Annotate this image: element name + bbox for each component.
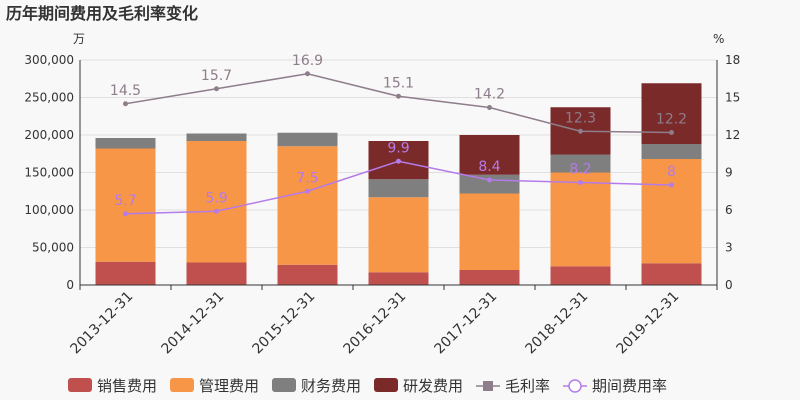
line-point xyxy=(305,71,310,77)
bar-segment xyxy=(641,159,702,264)
left-axis-tick-label: 300,000 xyxy=(24,53,74,67)
line-value-label: 15.7 xyxy=(201,68,232,84)
line-point xyxy=(669,130,674,135)
legend-label: 管理费用 xyxy=(199,377,259,395)
bar-segment xyxy=(368,272,429,285)
bar-segment xyxy=(95,148,156,262)
legend-label: 期间费用率 xyxy=(592,377,667,395)
bar-segment xyxy=(186,133,247,141)
right-axis-tick-label: 6 xyxy=(725,203,733,217)
chart-title: 历年期间费用及毛利率变化 xyxy=(6,4,198,23)
line-value-label: 12.2 xyxy=(656,112,687,128)
bars-layer xyxy=(95,83,702,285)
line-value-label: 14.5 xyxy=(110,83,141,99)
line-point xyxy=(123,101,128,107)
legend-label: 研发费用 xyxy=(403,377,463,395)
line-point xyxy=(123,211,128,217)
line-point xyxy=(578,180,583,185)
bar-segment xyxy=(459,193,520,270)
legend-marker xyxy=(568,379,582,393)
bar-segment xyxy=(641,263,702,285)
left-axis-tick-label: 250,000 xyxy=(24,91,74,105)
bar-segment xyxy=(368,197,429,273)
line-value-label: 8 xyxy=(667,164,676,180)
line-value-label: 8.2 xyxy=(569,162,591,178)
bar-segment xyxy=(459,135,520,175)
x-axis-tick-label: 2017-12-31 xyxy=(431,289,500,358)
lines-layer: 14.5 15.7 16.9 15.1 14.2 12.3 12.2 5.7 5.9 7.5 9.9… xyxy=(110,53,687,217)
line-value-label: 15.1 xyxy=(383,75,414,91)
left-axis-tick-label: 100,000 xyxy=(24,203,74,217)
line-value-label: 7.5 xyxy=(296,170,318,186)
legend-label: 销售费用 xyxy=(97,377,157,395)
legend: 销售费用 管理费用 财务费用 研发费用 毛利率 期间费用率 xyxy=(68,377,667,395)
bar-segment xyxy=(550,172,611,267)
legend-swatch xyxy=(272,378,296,392)
line-value-label: 5.9 xyxy=(205,190,227,206)
right-axis-tick-label: 3 xyxy=(725,241,733,255)
right-axis-tick-label: 18 xyxy=(725,53,740,67)
left-axis-tick-label: 50,000 xyxy=(32,241,74,255)
line-point xyxy=(669,182,674,188)
bar-segment xyxy=(550,266,611,285)
line-point xyxy=(396,158,401,164)
x-axis-tick-label: 2014-12-31 xyxy=(158,289,227,358)
bar-segment xyxy=(550,154,611,173)
bar-segment xyxy=(277,132,338,147)
x-axis-tick-label: 2018-12-31 xyxy=(522,289,591,358)
legend-swatch xyxy=(374,378,398,392)
legend-swatch xyxy=(68,378,92,392)
line-point xyxy=(578,128,583,134)
line-point xyxy=(487,177,492,183)
x-axis-tick-label: 2016-12-31 xyxy=(340,289,409,358)
bar-segment xyxy=(641,144,702,159)
line-point xyxy=(396,93,401,99)
left-axis-tick-label: 200,000 xyxy=(24,128,74,142)
x-axis-tick-label: 2015-12-31 xyxy=(249,289,318,358)
line-value-label: 5.7 xyxy=(114,193,136,209)
line-point xyxy=(214,208,219,214)
line-value-label: 8.4 xyxy=(478,159,500,175)
line-point xyxy=(487,105,492,110)
left-axis-tick-label: 0 xyxy=(66,278,74,292)
x-axis-tick-label: 2019-12-31 xyxy=(613,289,682,358)
line-value-label: 14.2 xyxy=(474,87,505,103)
legend-label: 财务费用 xyxy=(301,377,361,395)
line-point xyxy=(214,86,219,92)
bar-segment xyxy=(368,179,429,198)
bar-segment xyxy=(186,262,247,285)
right-axis-tick-label: 9 xyxy=(725,166,733,180)
bar-segment xyxy=(95,261,156,285)
line-value-label: 9.9 xyxy=(387,140,409,156)
bar-segment xyxy=(459,174,520,194)
bar-segment xyxy=(277,146,338,265)
bar-segment xyxy=(459,270,520,285)
bar-segment xyxy=(186,141,247,263)
left-axis-unit: 万 xyxy=(73,32,85,46)
right-axis-unit: % xyxy=(713,32,724,46)
right-axis-tick-label: 0 xyxy=(725,278,733,292)
bar-segment xyxy=(277,264,338,285)
legend-marker xyxy=(483,381,493,391)
left-axis-tick-label: 150,000 xyxy=(24,166,74,180)
right-axis-tick-label: 12 xyxy=(725,128,740,142)
x-axis-tick-label: 2013-12-31 xyxy=(67,289,136,358)
legend-label: 毛利率 xyxy=(505,377,550,395)
line-point xyxy=(305,188,310,194)
line-value-label: 16.9 xyxy=(292,53,323,69)
bar-segment xyxy=(95,138,156,149)
line-value-label: 12.3 xyxy=(565,110,596,126)
right-axis-tick-label: 15 xyxy=(725,91,740,105)
legend-swatch xyxy=(170,378,194,392)
